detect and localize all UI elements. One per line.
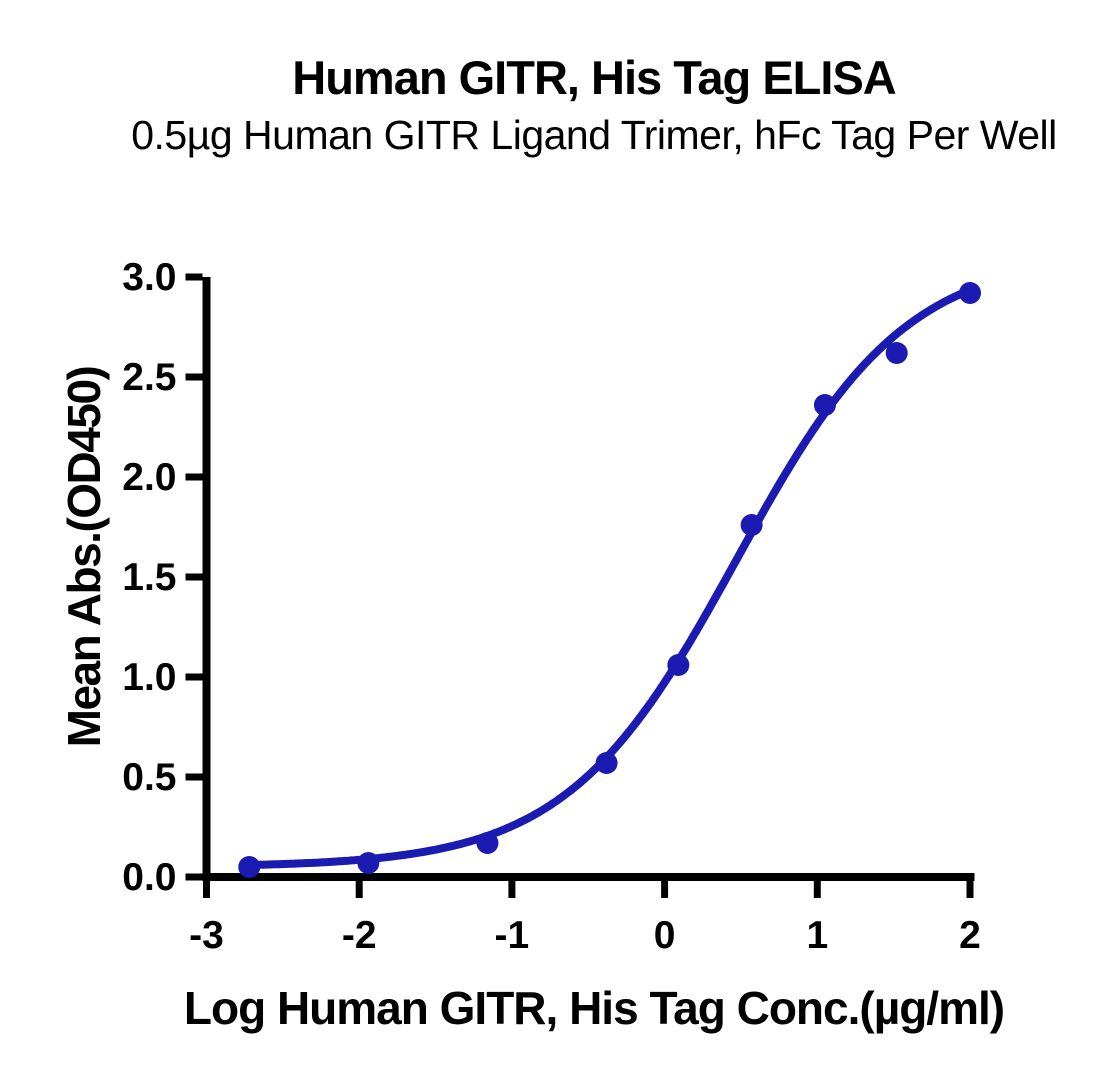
- data-point: [595, 752, 618, 774]
- y-tick-label: 0.0: [122, 856, 176, 899]
- data-point: [476, 832, 499, 854]
- x-axis-label: Log Human GITR, His Tag Conc.(µg/ml): [183, 982, 1005, 1034]
- y-tick-label: 2.0: [122, 456, 176, 499]
- chart-subtitle: 0.5µg Human GITR Ligand Trimer, hFc Tag …: [131, 112, 1057, 158]
- data-point: [959, 282, 981, 304]
- chart-title: Human GITR, His Tag ELISA: [292, 51, 896, 104]
- y-tick-label: 0.5: [122, 756, 176, 799]
- x-tick-label: 0: [654, 914, 676, 957]
- x-tick-label: -1: [495, 914, 530, 957]
- y-tick-label: 1.0: [122, 656, 176, 699]
- y-tick-label: 1.5: [122, 556, 176, 599]
- x-tick-label: -2: [342, 914, 377, 957]
- x-tick-label: 2: [959, 914, 981, 957]
- data-point: [357, 852, 380, 874]
- x-tick-label: 1: [806, 914, 828, 957]
- data-point: [238, 856, 261, 878]
- data-point: [667, 654, 690, 676]
- data-point: [740, 514, 763, 536]
- y-tick-label: 3.0: [122, 256, 176, 299]
- fit-curve: [243, 286, 973, 869]
- x-tick-label: -3: [189, 914, 224, 957]
- data-point: [813, 394, 836, 416]
- data-point: [885, 342, 908, 364]
- y-tick-label: 2.5: [122, 356, 176, 399]
